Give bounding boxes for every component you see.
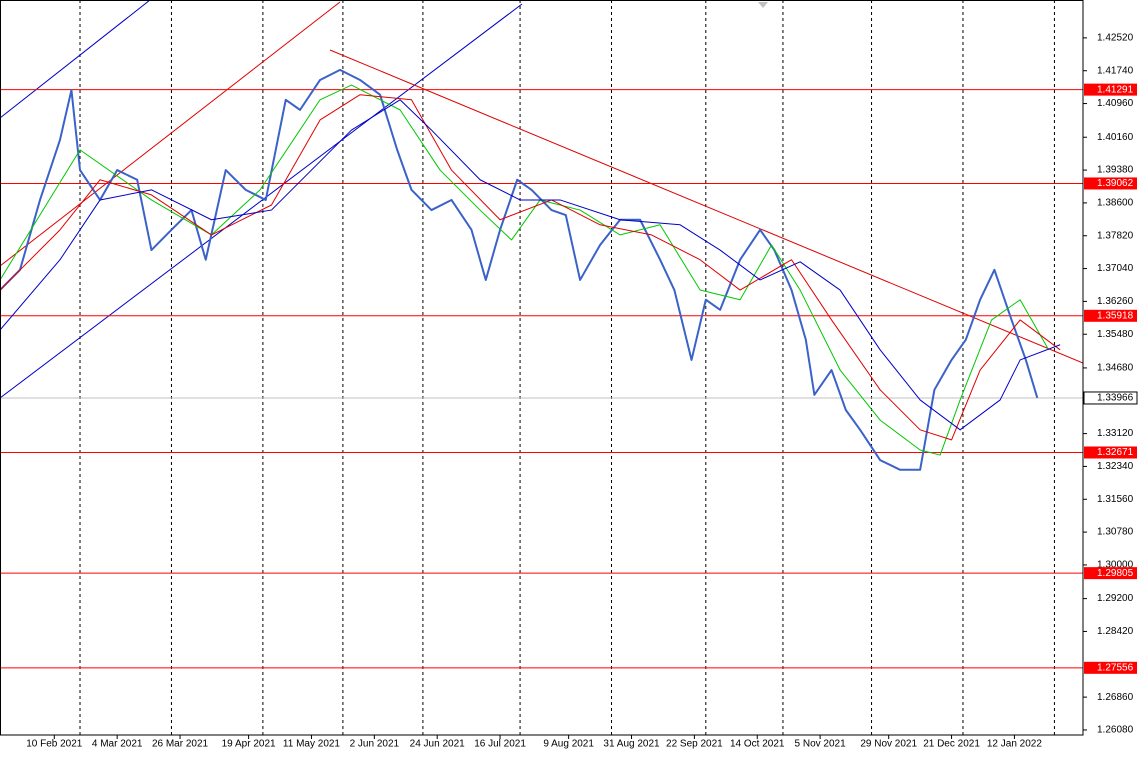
level-label-box [1084,661,1137,674]
grid [79,0,1055,735]
level-label-box [1084,309,1137,322]
level-label: 1.41291 [1097,84,1134,95]
y-tick-label: 1.33120 [1097,428,1134,439]
level-label: 1.32671 [1097,447,1134,458]
level-label-box [1084,177,1137,190]
x-tick-label: 24 Jun 2021 [410,739,465,750]
channel-line [0,1,341,267]
x-tick-label: 26 Mar 2021 [152,739,209,750]
series-line [0,84,1050,456]
y-tick-label: 1.38600 [1097,198,1134,209]
level-label: 1.29805 [1097,568,1134,579]
x-tick-label: 16 Jul 2021 [474,739,526,750]
y-tick-label: 1.42520 [1097,33,1134,44]
y-tick-label: 1.26860 [1097,692,1134,703]
x-tick-label: 14 Oct 2021 [730,739,785,750]
trend-line [329,49,1083,364]
y-tick-label: 1.40160 [1097,132,1134,143]
y-tick-label: 1.32340 [1097,461,1134,472]
x-tick-label: 19 Apr 2021 [222,739,276,750]
y-tick-label: 1.29200 [1097,593,1134,604]
level-label-box [1084,83,1137,96]
y-tick-label: 1.41740 [1097,65,1134,76]
level-label: 1.39062 [1097,178,1134,189]
last-price-box [1083,391,1138,405]
y-tick-label: 1.31560 [1097,494,1134,505]
last-price-label: 1.33966 [1097,393,1134,404]
y-tick-label: 1.30000 [1097,560,1134,571]
y-tick-label: 1.28420 [1097,626,1134,637]
level-label-box [1084,446,1137,459]
level-label: 1.35918 [1097,310,1134,321]
level-label-box [1084,567,1137,580]
axes: 10 Feb 2021 4 Mar 2021 26 Mar 2021 19 Apr 2… [26,33,1138,750]
x-tick-label: 10 Feb 2021 [26,739,83,750]
x-tick-label: 29 Nov 2021 [860,739,917,750]
y-tick-label: 1.34680 [1097,363,1134,374]
x-tick-label: 21 Dec 2021 [923,739,980,750]
x-tick-label: 4 Mar 2021 [92,739,143,750]
levels [0,89,1083,669]
y-tick-label: 1.37820 [1097,230,1134,241]
x-tick-label: 31 Aug 2021 [603,739,660,750]
y-tick-label: 1.35480 [1097,329,1134,340]
x-tick-label: 9 Aug 2021 [543,739,594,750]
level-label: 1.27556 [1097,662,1134,673]
y-tick-label: 1.30780 [1097,527,1134,538]
y-tick-label: 1.36260 [1097,296,1134,307]
y-tick-label: 1.40960 [1097,98,1134,109]
y-tick-label: 1.39380 [1097,165,1134,176]
shift-marker [758,2,768,8]
y-tick-label: 1.26080 [1097,725,1134,736]
series-line [0,99,1061,431]
x-tick-label: 12 Jan 2022 [987,739,1042,750]
channel-line [0,3,523,399]
trendlines [0,0,1083,399]
x-tick-label: 11 May 2021 [283,739,341,750]
series-line [0,94,1061,441]
x-tick-label: 5 Nov 2021 [795,739,847,750]
y-tick-label: 1.37040 [1097,263,1134,274]
channel-line [0,0,151,119]
x-tick-label: 22 Sep 2021 [666,739,723,750]
x-tick-label: 2 Jun 2021 [350,739,400,750]
series [0,68,1061,471]
